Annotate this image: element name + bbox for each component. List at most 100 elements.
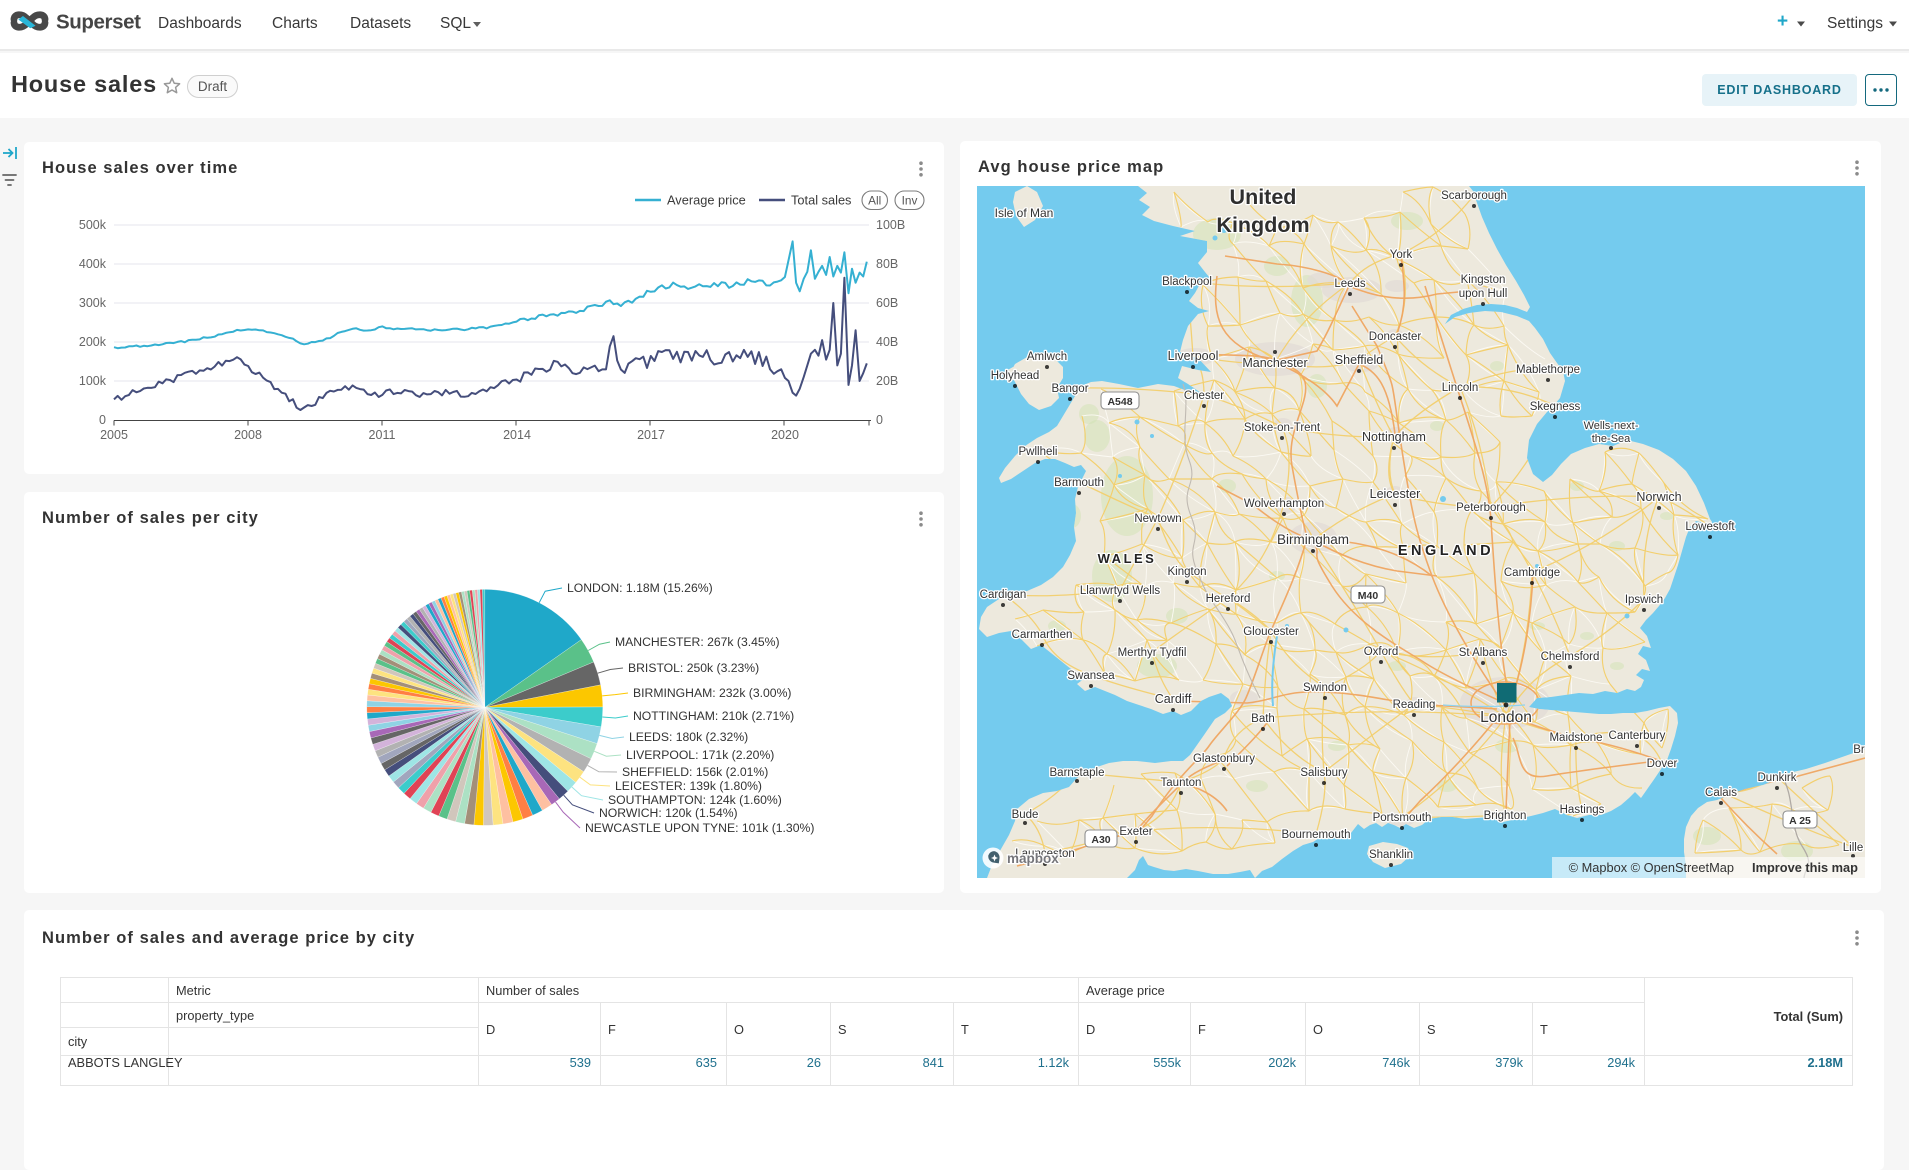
svg-text:Liverpool: Liverpool [1168, 349, 1219, 363]
svg-text:BIRMINGHAM: 232k (3.00%): BIRMINGHAM: 232k (3.00%) [633, 686, 791, 700]
svg-text:Portsmouth: Portsmouth [1373, 812, 1432, 824]
svg-text:Barnstaple: Barnstaple [1050, 767, 1105, 779]
svg-text:Isle of Man: Isle of Man [995, 206, 1054, 220]
svg-text:Hereford: Hereford [1206, 593, 1251, 605]
svg-text:20B: 20B [876, 374, 898, 388]
svg-text:Salisbury: Salisbury [1300, 767, 1348, 779]
svg-text:NORWICH: 120k (1.54%): NORWICH: 120k (1.54%) [599, 806, 738, 820]
svg-text:2008: 2008 [234, 428, 262, 442]
svg-text:2011: 2011 [369, 428, 396, 442]
svg-text:2017: 2017 [637, 428, 665, 442]
svg-text:Norwich: Norwich [1636, 490, 1681, 504]
svg-text:Peterborough: Peterborough [1456, 502, 1526, 514]
svg-text:NOTTINGHAM: 210k (2.71%): NOTTINGHAM: 210k (2.71%) [633, 709, 794, 723]
svg-text:Manchester: Manchester [1242, 356, 1307, 370]
svg-text:Swansea: Swansea [1067, 670, 1115, 682]
svg-text:A548: A548 [1107, 396, 1132, 408]
svg-text:Ipswich: Ipswich [1625, 594, 1663, 606]
svg-text:Lowestoft: Lowestoft [1685, 521, 1735, 533]
svg-text:LEICESTER: 139k (1.80%): LEICESTER: 139k (1.80%) [615, 779, 762, 793]
svg-text:© Mapbox © OpenStreetMap: © Mapbox © OpenStreetMap [1569, 860, 1734, 875]
svg-text:Leicester: Leicester [1370, 487, 1421, 501]
svg-text:Exeter: Exeter [1119, 826, 1152, 838]
svg-text:York: York [1390, 249, 1413, 261]
svg-text:Barmouth: Barmouth [1054, 477, 1104, 489]
svg-text:Cardiff: Cardiff [1155, 692, 1192, 706]
svg-text:40B: 40B [876, 335, 898, 349]
svg-text:100B: 100B [876, 218, 905, 232]
svg-text:Lincoln: Lincoln [1442, 382, 1478, 394]
svg-text:300k: 300k [79, 296, 107, 310]
svg-text:LONDON: 1.18M (15.26%): LONDON: 1.18M (15.26%) [567, 581, 713, 595]
svg-text:BRISTOL: 250k (3.23%): BRISTOL: 250k (3.23%) [628, 661, 759, 675]
svg-text:Mablethorpe: Mablethorpe [1516, 364, 1580, 376]
svg-text:Wells-next-: Wells-next- [1584, 420, 1639, 432]
svg-text:Total sales: Total sales [791, 193, 851, 208]
svg-text:LEEDS: 180k (2.32%): LEEDS: 180k (2.32%) [629, 730, 748, 744]
svg-text:All: All [868, 193, 881, 207]
svg-text:Reading: Reading [1393, 699, 1436, 711]
svg-text:Improve this map: Improve this map [1752, 860, 1858, 875]
svg-text:Carmarthen: Carmarthen [1012, 629, 1073, 641]
svg-text:Oxford: Oxford [1364, 646, 1399, 658]
svg-text:the-Sea: the-Sea [1592, 433, 1631, 445]
svg-text:2005: 2005 [100, 428, 128, 442]
svg-text:mapbox: mapbox [1007, 851, 1059, 866]
svg-text:St Albans: St Albans [1459, 647, 1508, 659]
svg-text:0: 0 [99, 413, 106, 427]
svg-text:Wolverhampton: Wolverhampton [1244, 498, 1324, 510]
svg-text:A 25: A 25 [1789, 815, 1811, 827]
svg-text:Kington: Kington [1167, 566, 1206, 578]
svg-text:Launceston: Launceston [1015, 848, 1074, 860]
svg-text:Blackpool: Blackpool [1162, 276, 1212, 288]
svg-text:Kingdom: Kingdom [1216, 213, 1309, 237]
svg-text:Glastonbury: Glastonbury [1193, 753, 1255, 765]
svg-text:Br: Br [1853, 744, 1865, 756]
svg-text:Superset: Superset [56, 11, 141, 34]
svg-text:Pwllheli: Pwllheli [1019, 446, 1058, 458]
svg-text:Merthyr Tydfil: Merthyr Tydfil [1118, 647, 1187, 659]
svg-text:MANCHESTER: 267k (3.45%): MANCHESTER: 267k (3.45%) [615, 635, 780, 649]
svg-text:Birmingham: Birmingham [1277, 532, 1349, 547]
svg-text:Lille: Lille [1843, 842, 1863, 854]
svg-text:Kingston: Kingston [1461, 274, 1506, 286]
svg-text:M40: M40 [1358, 590, 1379, 602]
svg-text:Hastings: Hastings [1560, 804, 1605, 816]
svg-text:Maidstone: Maidstone [1549, 732, 1602, 744]
svg-text:100k: 100k [79, 374, 107, 388]
svg-text:SOUTHAMPTON: 124k (1.60%): SOUTHAMPTON: 124k (1.60%) [608, 793, 782, 807]
svg-text:60B: 60B [876, 296, 898, 310]
svg-text:Swindon: Swindon [1303, 682, 1347, 694]
svg-text:Holyhead: Holyhead [991, 370, 1040, 382]
svg-text:Dunkirk: Dunkirk [1758, 772, 1797, 784]
svg-text:Brighton: Brighton [1484, 810, 1527, 822]
svg-text:Canterbury: Canterbury [1609, 730, 1666, 742]
svg-text:Cardigan: Cardigan [980, 589, 1027, 601]
svg-text:2020: 2020 [771, 428, 799, 442]
svg-text:Doncaster: Doncaster [1369, 331, 1422, 343]
svg-text:Shanklin: Shanklin [1369, 849, 1413, 861]
svg-text:Amlwch: Amlwch [1027, 351, 1067, 363]
svg-text:ENGLAND: ENGLAND [1398, 543, 1494, 559]
svg-text:Inv: Inv [902, 193, 918, 207]
svg-text:London: London [1480, 709, 1532, 726]
svg-text:Bude: Bude [1012, 809, 1039, 821]
svg-text:Calais: Calais [1705, 787, 1737, 799]
svg-text:Sheffield: Sheffield [1335, 353, 1383, 367]
svg-text:upon Hull: upon Hull [1459, 288, 1508, 300]
svg-text:Gloucester: Gloucester [1243, 626, 1299, 638]
svg-text:Cambridge: Cambridge [1504, 567, 1560, 579]
svg-text:2014: 2014 [503, 428, 531, 442]
svg-text:Dover: Dover [1647, 758, 1678, 770]
svg-text:Average price: Average price [667, 193, 746, 208]
svg-text:Taunton: Taunton [1161, 777, 1202, 789]
svg-text:200k: 200k [79, 335, 107, 349]
svg-text:Llanwrtyd Wells: Llanwrtyd Wells [1080, 585, 1161, 597]
svg-text:Bath: Bath [1251, 713, 1275, 725]
svg-text:0: 0 [876, 413, 883, 427]
svg-text:Bournemouth: Bournemouth [1281, 829, 1350, 841]
svg-text:Skegness: Skegness [1530, 401, 1581, 413]
svg-text:United: United [1230, 186, 1297, 209]
svg-text:A30: A30 [1091, 834, 1110, 846]
svg-text:SHEFFIELD: 156k (2.01%): SHEFFIELD: 156k (2.01%) [622, 765, 768, 779]
